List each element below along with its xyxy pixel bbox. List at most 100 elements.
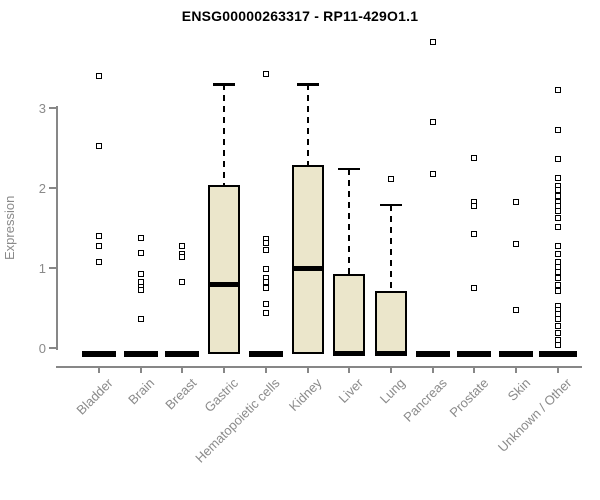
x-tick-mark xyxy=(431,367,434,373)
zero-bar-pancreas xyxy=(415,351,450,357)
x-tick-mark xyxy=(181,367,184,373)
outlier-point xyxy=(554,329,561,336)
outlier-point xyxy=(554,215,561,222)
x-tick-mark xyxy=(473,367,476,373)
x-category-label: Prostate xyxy=(446,375,492,421)
outlier-point xyxy=(554,175,561,182)
outlier-point xyxy=(554,208,561,215)
outlier-point xyxy=(137,249,144,256)
outlier-point xyxy=(179,279,186,286)
outlier-point xyxy=(387,176,394,183)
outlier-point xyxy=(137,286,144,293)
x-tick-mark xyxy=(389,367,392,373)
y-axis-label: Expression xyxy=(2,195,17,261)
median-gastric xyxy=(208,281,241,287)
outlier-point xyxy=(429,171,436,178)
x-tick-mark xyxy=(556,367,559,373)
outlier-point xyxy=(262,240,269,247)
outlier-point xyxy=(554,341,561,348)
median-lung xyxy=(374,351,407,356)
outlier-point xyxy=(262,247,269,254)
outlier-point xyxy=(554,224,561,231)
outlier-point xyxy=(96,258,102,265)
y-tick-mark xyxy=(49,187,56,189)
zero-bar-brain xyxy=(123,351,158,357)
y-tick-label: 0 xyxy=(38,341,46,356)
outlier-point xyxy=(96,233,102,239)
outlier-point xyxy=(429,118,436,125)
x-category-label: Kidney xyxy=(285,375,325,415)
x-tick-mark xyxy=(515,367,517,373)
outlier-point xyxy=(554,187,561,194)
x-category-label: Brain xyxy=(125,375,158,408)
outlier-point xyxy=(262,309,269,316)
x-tick-mark xyxy=(223,367,226,373)
outlier-point xyxy=(262,279,269,286)
outlier-point xyxy=(96,143,102,150)
outlier-point xyxy=(429,38,436,45)
outlier-point xyxy=(137,316,144,323)
x-tick-mark xyxy=(264,367,267,373)
outlier-point xyxy=(471,285,478,291)
outlier-point xyxy=(554,193,561,199)
outlier-point xyxy=(554,322,561,329)
x-tick-mark xyxy=(306,367,309,373)
whisker-lung xyxy=(389,204,392,292)
zero-bar-hematopoietic-cells xyxy=(248,351,283,357)
outlier-point xyxy=(554,269,561,275)
x-category-label: Gastric xyxy=(201,375,242,416)
outlier-point xyxy=(179,253,186,260)
outlier-point xyxy=(471,230,478,237)
whisker-kidney xyxy=(306,84,309,165)
outlier-point xyxy=(471,154,478,161)
box-lung xyxy=(374,291,407,354)
outlier-point xyxy=(554,288,561,295)
x-category-label: Liver xyxy=(335,375,367,406)
x-axis-line xyxy=(56,366,582,368)
outlier-point xyxy=(179,243,186,250)
outlier-point xyxy=(554,127,561,134)
outlier-point xyxy=(554,281,561,288)
outlier-point xyxy=(471,203,478,210)
box-kidney xyxy=(291,164,324,354)
outlier-point xyxy=(554,316,561,323)
zero-bar-prostate xyxy=(457,351,492,357)
outlier-point xyxy=(554,156,561,163)
y-tick-mark xyxy=(49,347,56,349)
outlier-point xyxy=(262,301,269,307)
zero-bar-unknown-other xyxy=(538,351,577,357)
outlier-point xyxy=(262,265,269,272)
x-category-label: Lung xyxy=(376,375,408,407)
outlier-point xyxy=(513,241,519,247)
y-tick-label: 3 xyxy=(38,101,46,116)
outlier-point xyxy=(554,86,561,93)
whisker-cap-liver xyxy=(338,167,361,171)
box-liver xyxy=(333,273,366,354)
y-tick-label: 2 xyxy=(38,181,46,196)
whisker-liver xyxy=(348,168,351,274)
outlier-point xyxy=(137,234,144,241)
zero-bar-bladder xyxy=(82,351,116,357)
y-tick-mark xyxy=(49,107,56,109)
x-tick-mark xyxy=(98,367,100,373)
chart-title: ENSG00000263317 - RP11-429O1.1 xyxy=(181,8,419,24)
outlier-point xyxy=(554,274,561,281)
box-gastric xyxy=(208,184,241,354)
x-category-label: Pancreas xyxy=(400,375,450,425)
x-category-label: Skin xyxy=(504,375,533,404)
outlier-point xyxy=(554,251,561,258)
outlier-point xyxy=(554,242,561,249)
outlier-point xyxy=(513,306,519,313)
outlier-point xyxy=(513,199,519,206)
y-tick-mark xyxy=(49,267,56,269)
whisker-cap-kidney xyxy=(296,83,319,86)
x-category-label: Bladder xyxy=(73,375,116,418)
median-liver xyxy=(333,351,366,356)
median-kidney xyxy=(291,265,324,271)
whisker-gastric xyxy=(223,84,226,185)
outlier-point xyxy=(96,73,102,79)
x-category-label: Breast xyxy=(162,375,200,413)
x-tick-mark xyxy=(348,367,351,373)
zero-bar-breast xyxy=(165,351,200,357)
